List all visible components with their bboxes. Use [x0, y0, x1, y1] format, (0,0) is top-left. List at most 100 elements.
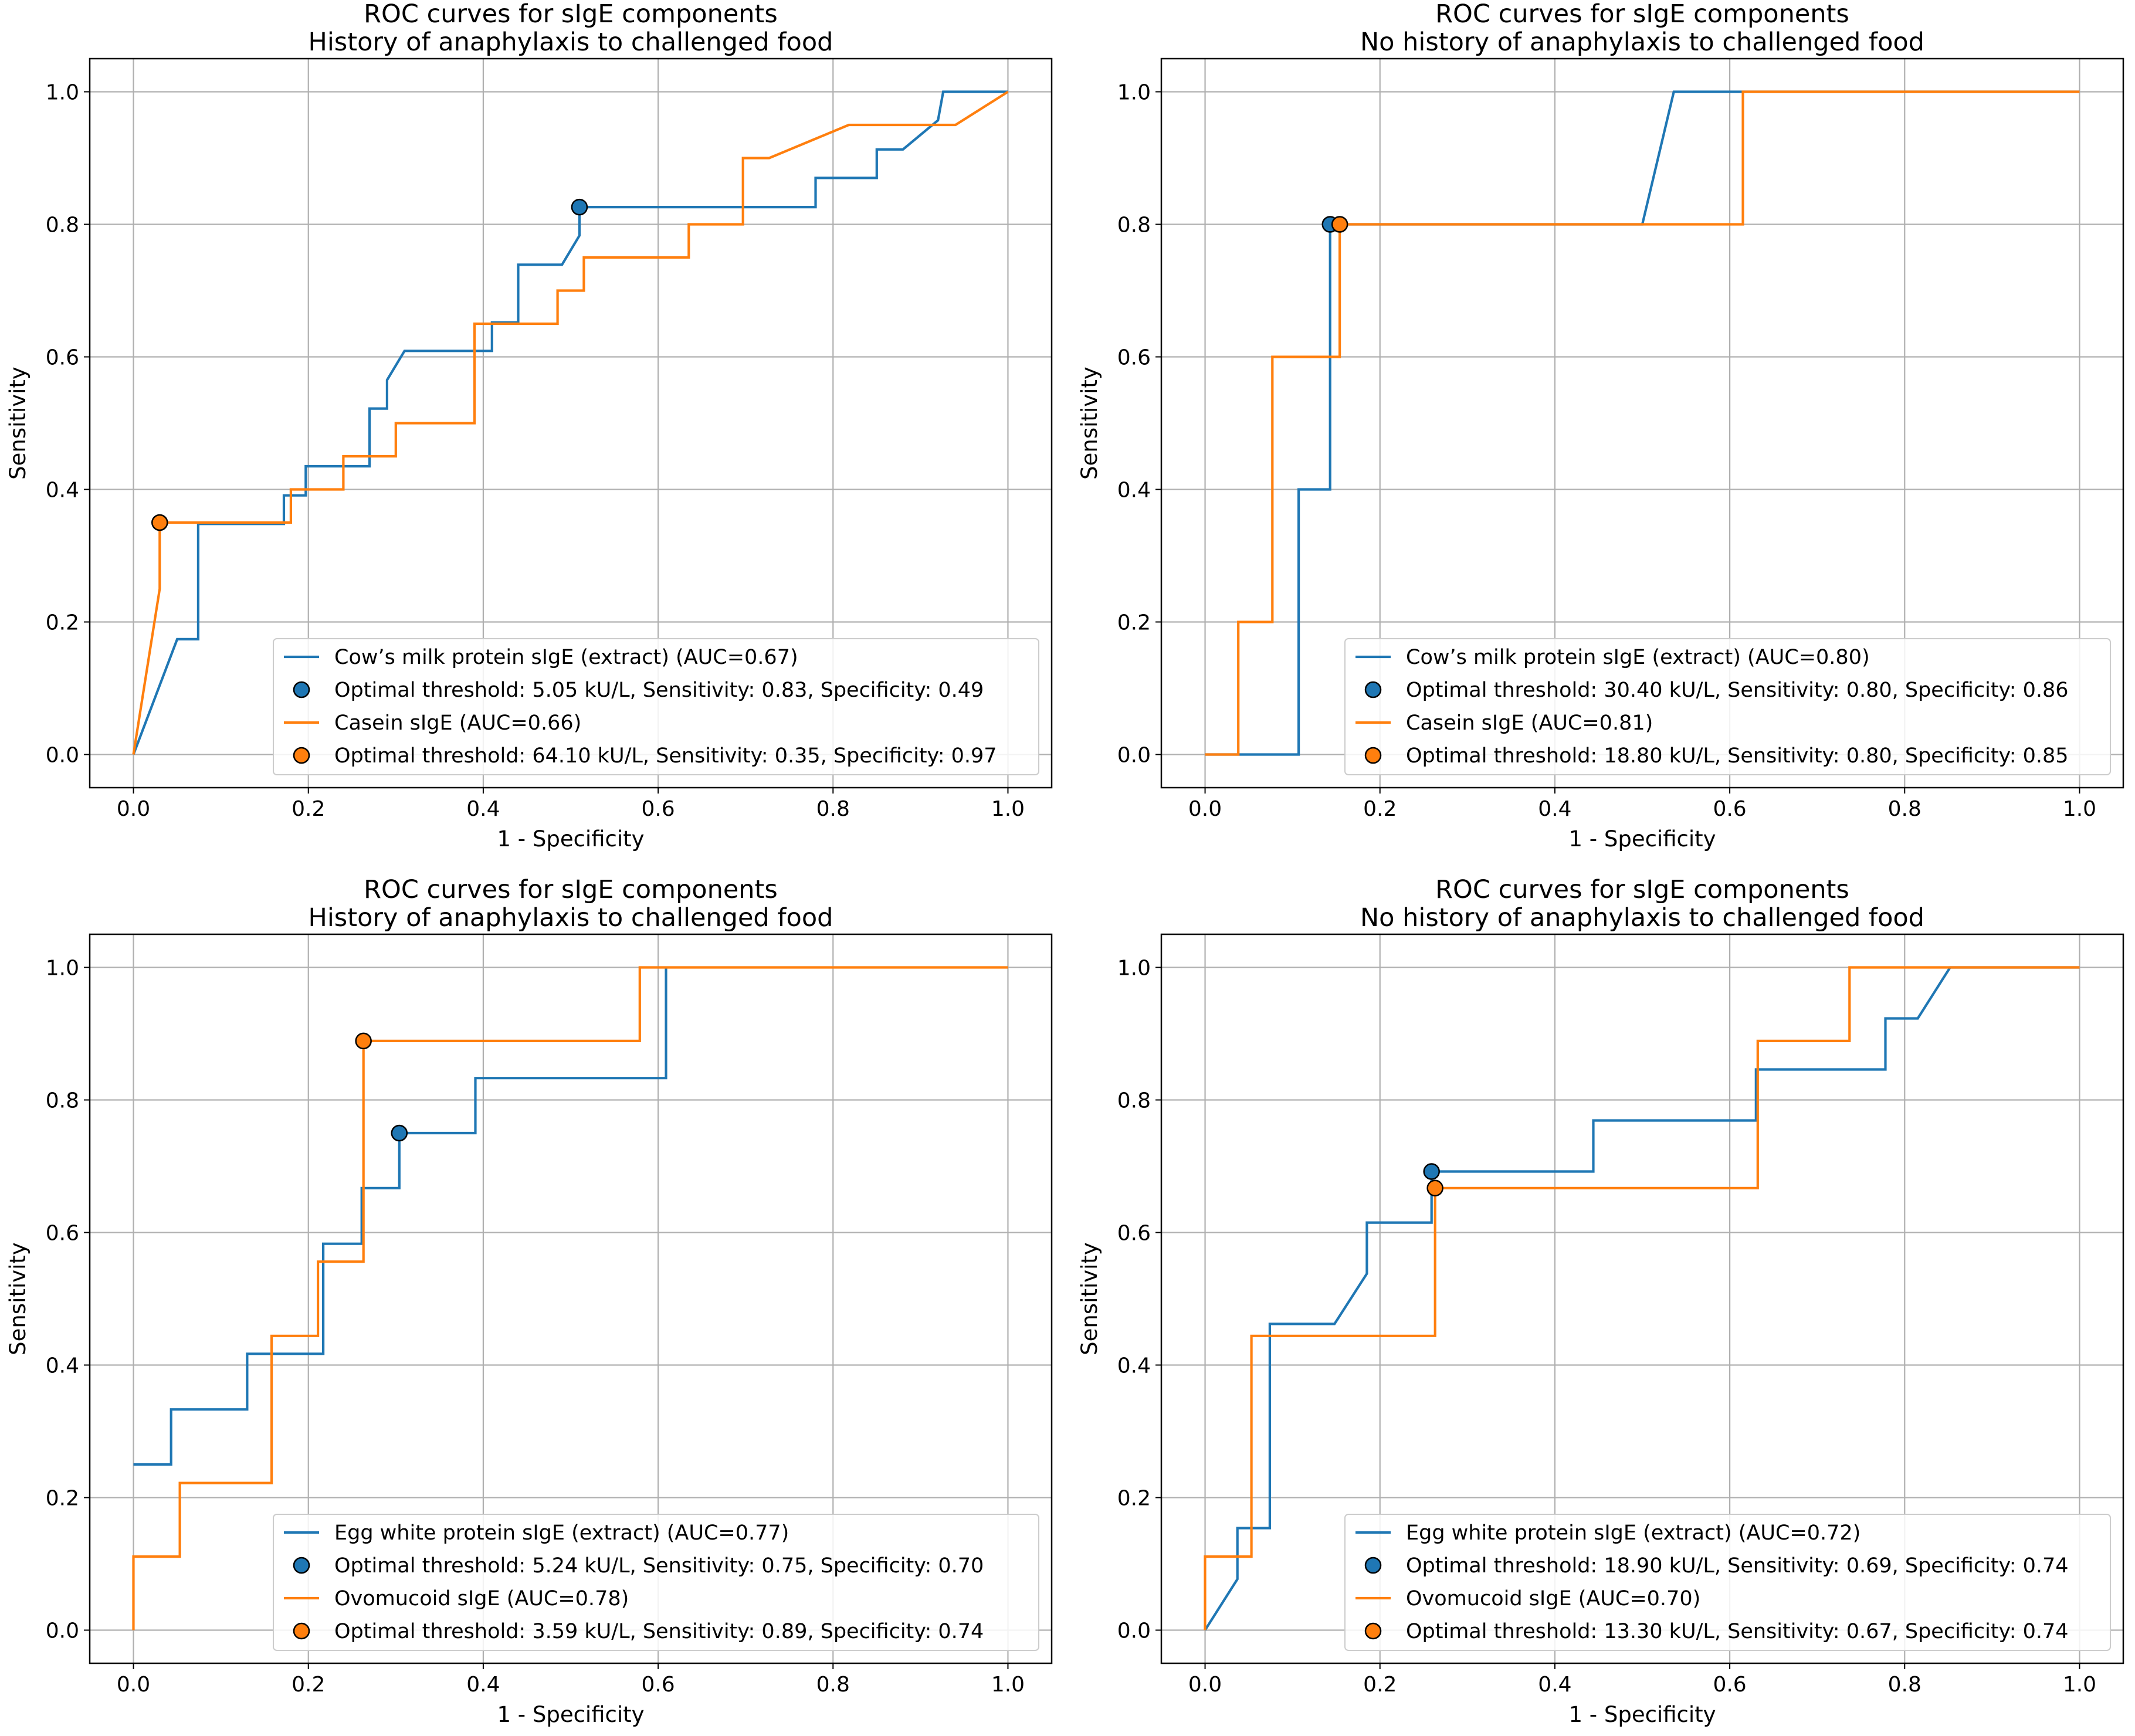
x-tick-label: 0.0 [117, 1673, 150, 1697]
x-axis-label: 1 - Specificity [1568, 1702, 1716, 1727]
chart-title: ROC curves for sIgE components [364, 0, 778, 29]
x-tick-label: 0.0 [1188, 797, 1222, 821]
y-tick-label: 0.8 [1117, 1089, 1151, 1113]
chart-title: ROC curves for sIgE components [1435, 875, 1849, 904]
legend: Cow’s milk protein sIgE (extract) (AUC=0… [273, 638, 1039, 775]
legend-marker-swatch [1364, 1557, 1382, 1574]
y-tick-label: 0.6 [46, 1222, 79, 1246]
optimal-threshold-marker-1 [391, 1124, 408, 1142]
y-tick-label: 0.4 [46, 1354, 79, 1378]
y-tick-label: 0.2 [1117, 611, 1151, 635]
optimal-threshold-marker-2 [151, 514, 168, 531]
legend-entry-label: Egg white protein sIgE (extract) (AUC=0.… [334, 1521, 789, 1545]
chart-subtitle: History of anaphylaxis to challenged foo… [309, 28, 833, 57]
roc-curve-2 [132, 966, 1008, 1630]
roc-curve-1 [132, 90, 1008, 755]
chart-subtitle: History of anaphylaxis to challenged foo… [309, 903, 833, 933]
axes-frame [1160, 933, 2124, 1664]
y-tick-label: 1.0 [46, 957, 79, 981]
legend-box [273, 638, 1039, 775]
y-tick-label: 0.0 [1117, 1619, 1151, 1643]
x-tick-label: 0.8 [1888, 797, 1922, 821]
x-tick-label: 0.6 [641, 797, 675, 821]
legend-marker-swatch [293, 1557, 310, 1574]
y-tick-label: 0.6 [1117, 1222, 1151, 1246]
axes-frame [89, 57, 1053, 789]
x-tick-label: 0.8 [816, 797, 850, 821]
legend-entry-label: Optimal threshold: 30.40 kU/L, Sensitivi… [1406, 679, 2069, 702]
x-tick-label: 0.6 [641, 1673, 675, 1697]
optimal-threshold-marker-2 [1426, 1179, 1443, 1197]
legend-marker-swatch [1364, 1622, 1382, 1640]
legend: Cow’s milk protein sIgE (extract) (AUC=0… [1344, 638, 2111, 775]
y-tick-label: 0.0 [46, 1619, 79, 1643]
y-tick-label: 0.2 [1117, 1487, 1151, 1511]
x-tick-label: 0.0 [1188, 1673, 1222, 1697]
roc-curve-2 [1205, 90, 2080, 756]
y-axis-label: Sensitivity [5, 1242, 30, 1355]
legend-entry-label: Optimal threshold: 5.05 kU/L, Sensitivit… [334, 679, 984, 702]
legend-box [1344, 1514, 2111, 1651]
legend-entry-label: Casein sIgE (AUC=0.81) [1406, 711, 1653, 735]
x-tick-label: 0.4 [1538, 797, 1571, 821]
y-tick-label: 0.2 [46, 1487, 79, 1511]
legend-entry-label: Optimal threshold: 13.30 kU/L, Sensitivi… [1406, 1620, 2069, 1643]
chart-title: ROC curves for sIgE components [1435, 0, 1849, 29]
roc-panel-2: 0.0 0.2 0.4 0.6 0.8 1.0 0.0 0.2 0.4 0.6 0.8 1.0 ROC … [1077, 0, 2124, 852]
x-tick-label: 0.2 [292, 797, 325, 821]
legend: Egg white protein sIgE (extract) (AUC=0.… [273, 1514, 1039, 1651]
chart-title: ROC curves for sIgE components [364, 875, 778, 904]
y-tick-label: 0.4 [1117, 1354, 1151, 1378]
legend-marker-swatch [293, 681, 310, 699]
axes-frame [89, 933, 1053, 1664]
legend-entry-label: Ovomucoid sIgE (AUC=0.78) [334, 1587, 629, 1610]
roc-curve-2 [132, 90, 1009, 755]
legend-entry-label: Casein sIgE (AUC=0.66) [334, 711, 581, 735]
x-tick-label: 0.2 [1363, 1673, 1397, 1697]
y-axis-label: Sensitivity [1077, 367, 1102, 480]
y-tick-label: 0.0 [46, 744, 79, 768]
y-tick-label: 0.6 [1117, 346, 1151, 370]
chart-subtitle: No history of anaphylaxis to challenged … [1360, 28, 1924, 57]
y-tick-label: 1.0 [46, 81, 79, 105]
legend-entry-label: Optimal threshold: 18.80 kU/L, Sensitivi… [1406, 744, 2069, 768]
optimal-threshold-marker-1 [571, 198, 588, 216]
x-tick-label: 1.0 [991, 797, 1025, 821]
x-tick-label: 0.4 [466, 1673, 500, 1697]
optimal-threshold-marker-1 [1423, 1163, 1440, 1180]
legend-marker-swatch [1364, 681, 1382, 699]
y-tick-label: 0.6 [46, 346, 79, 370]
legend-entry-label: Cow’s milk protein sIgE (extract) (AUC=0… [1406, 646, 1870, 669]
x-tick-label: 1.0 [2063, 797, 2096, 821]
legend-entry-label: Egg white protein sIgE (extract) (AUC=0.… [1406, 1521, 1860, 1545]
legend-entry-label: Optimal threshold: 18.90 kU/L, Sensitivi… [1406, 1554, 2069, 1578]
x-axis-label: 1 - Specificity [1568, 826, 1716, 852]
legend-marker-swatch [293, 1622, 310, 1640]
legend-marker-swatch [293, 747, 310, 764]
legend: Egg white protein sIgE (extract) (AUC=0.… [1344, 1514, 2111, 1651]
y-tick-label: 0.8 [1117, 213, 1151, 238]
y-tick-label: 1.0 [1117, 81, 1151, 105]
x-tick-label: 1.0 [991, 1673, 1025, 1697]
y-tick-label: 0.0 [1117, 744, 1151, 768]
roc-panel-4: 0.0 0.2 0.4 0.6 0.8 1.0 0.0 0.2 0.4 0.6 0.8 1.0 ROC … [1077, 875, 2124, 1727]
y-tick-label: 0.8 [46, 213, 79, 238]
x-tick-label: 0.4 [466, 797, 500, 821]
x-axis-label: 1 - Specificity [497, 826, 644, 852]
x-tick-label: 1.0 [2063, 1673, 2096, 1697]
x-tick-label: 0.0 [117, 797, 150, 821]
y-axis-label: Sensitivity [5, 367, 30, 480]
legend-entry-label: Optimal threshold: 3.59 kU/L, Sensitivit… [334, 1620, 984, 1643]
x-tick-label: 0.8 [1888, 1673, 1922, 1697]
y-tick-label: 0.8 [46, 1089, 79, 1113]
roc-panel-1: 0.0 0.2 0.4 0.6 0.8 1.0 0.0 0.2 0.4 0.6 0.8 1.0 ROC … [5, 0, 1053, 852]
x-tick-label: 0.6 [1713, 1673, 1746, 1697]
y-tick-label: 0.4 [1117, 479, 1151, 503]
y-tick-label: 1.0 [1117, 957, 1151, 981]
axes-frame [1160, 57, 2124, 789]
optimal-threshold-marker-2 [1331, 216, 1348, 233]
x-tick-label: 0.2 [292, 1673, 325, 1697]
optimal-threshold-marker-2 [355, 1032, 372, 1050]
